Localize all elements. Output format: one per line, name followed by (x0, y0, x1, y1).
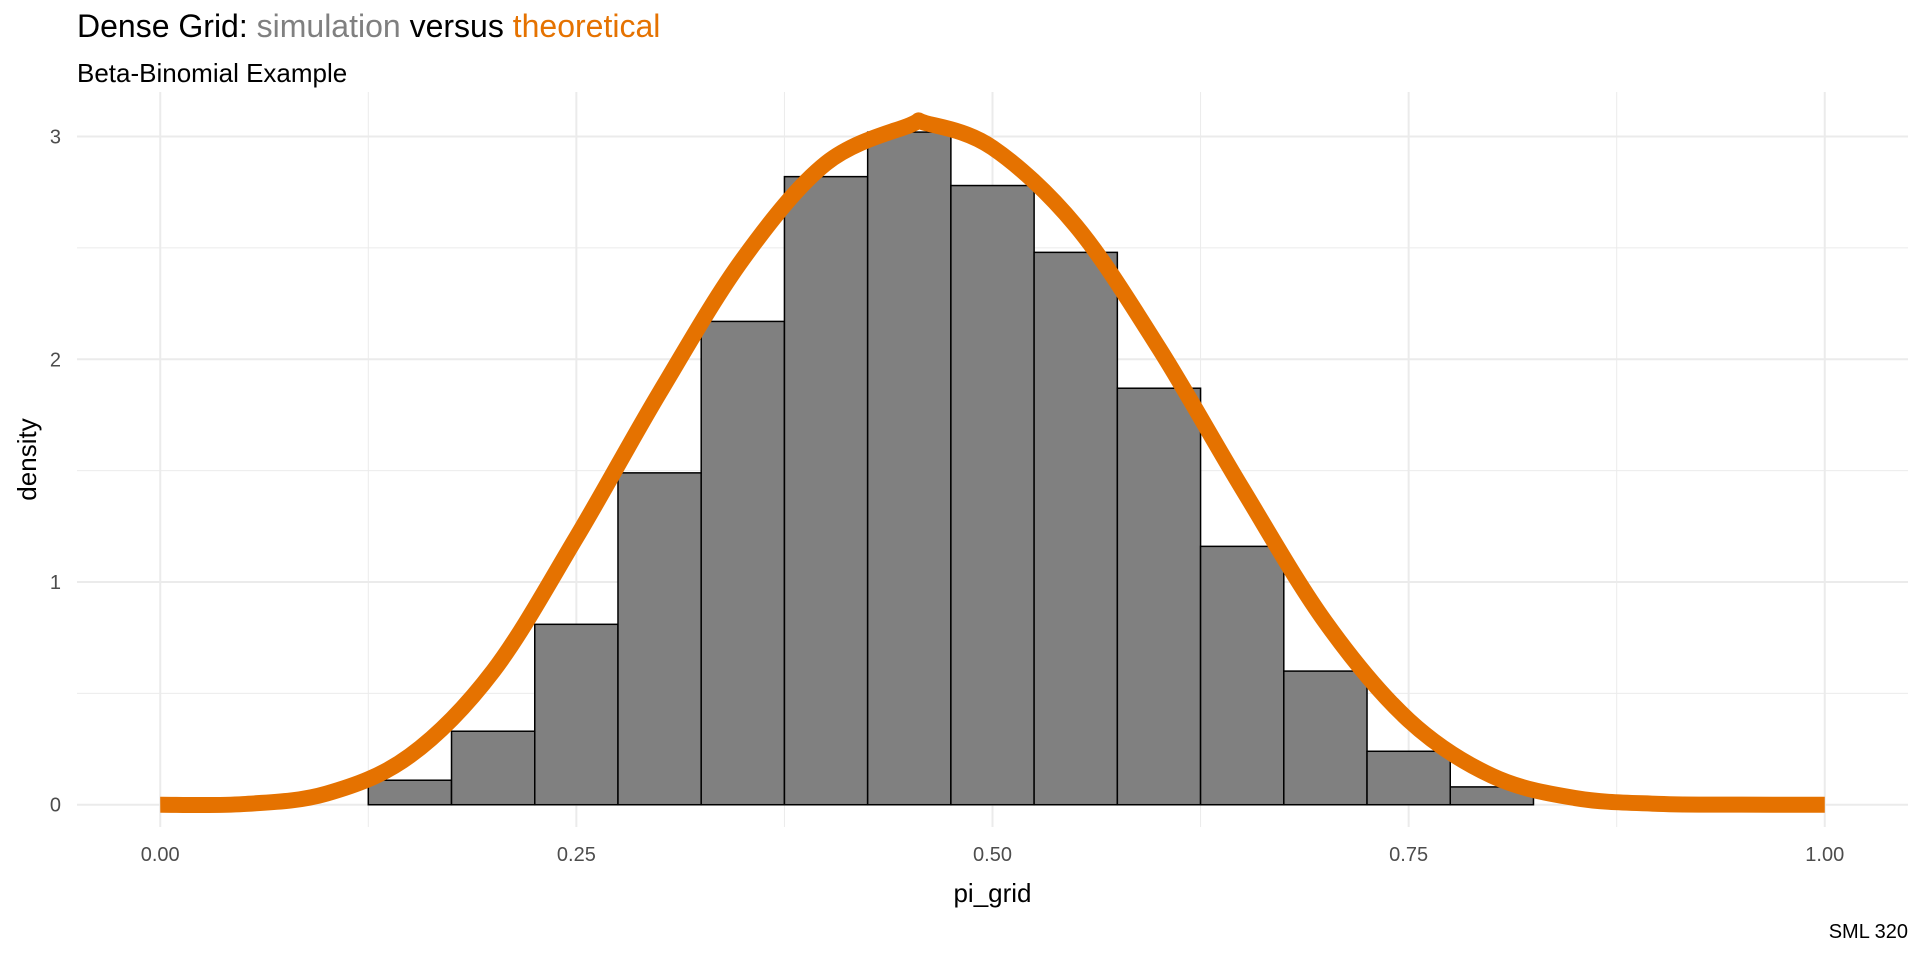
y-tick-label: 1 (50, 572, 61, 594)
title-simulation: simulation (256, 8, 401, 44)
theoretical-density-line (160, 112, 1825, 814)
density-curve-layer (160, 112, 1825, 814)
y-axis-title: density (12, 418, 42, 500)
x-axis-ticks: 0.00 0.25 0.50 0.75 1.00 (141, 844, 1844, 866)
histogram-bar (1366, 750, 1451, 806)
chart-title: Dense Grid: simulation versus theoretica… (77, 8, 660, 45)
x-tick-label: 0.75 (1389, 844, 1428, 866)
histogram-bar (1116, 387, 1202, 806)
histogram-bar (367, 779, 453, 806)
x-tick-label: 0.00 (141, 844, 180, 866)
histogram-bar (1283, 670, 1368, 806)
histogram-bar (783, 175, 869, 806)
title-theoretical: theoretical (512, 8, 661, 44)
histogram-bar (617, 472, 702, 806)
x-axis-title: pi_grid (953, 878, 1031, 908)
y-tick-label: 0 (50, 795, 61, 817)
x-tick-label: 0.25 (557, 844, 596, 866)
histogram-bars (367, 131, 1535, 806)
histogram-bar (1199, 545, 1285, 806)
histogram-bar (700, 320, 786, 806)
histogram-bar (1033, 251, 1119, 806)
histogram-bar (866, 131, 952, 806)
title-prefix: Dense Grid: (77, 8, 257, 44)
histogram-bar (450, 730, 536, 806)
chart-caption: SML 320 (1828, 921, 1908, 943)
x-tick-label: 0.50 (973, 844, 1012, 866)
histogram-bar (950, 184, 1035, 806)
x-tick-label: 1.00 (1805, 844, 1844, 866)
chart-subtitle: Beta-Binomial Example (77, 58, 348, 88)
y-tick-label: 3 (50, 127, 61, 149)
title-middle: versus (400, 8, 513, 44)
y-axis-ticks: 0 1 2 3 (50, 127, 61, 817)
y-tick-label: 2 (50, 349, 61, 371)
histogram-bar (534, 623, 619, 806)
